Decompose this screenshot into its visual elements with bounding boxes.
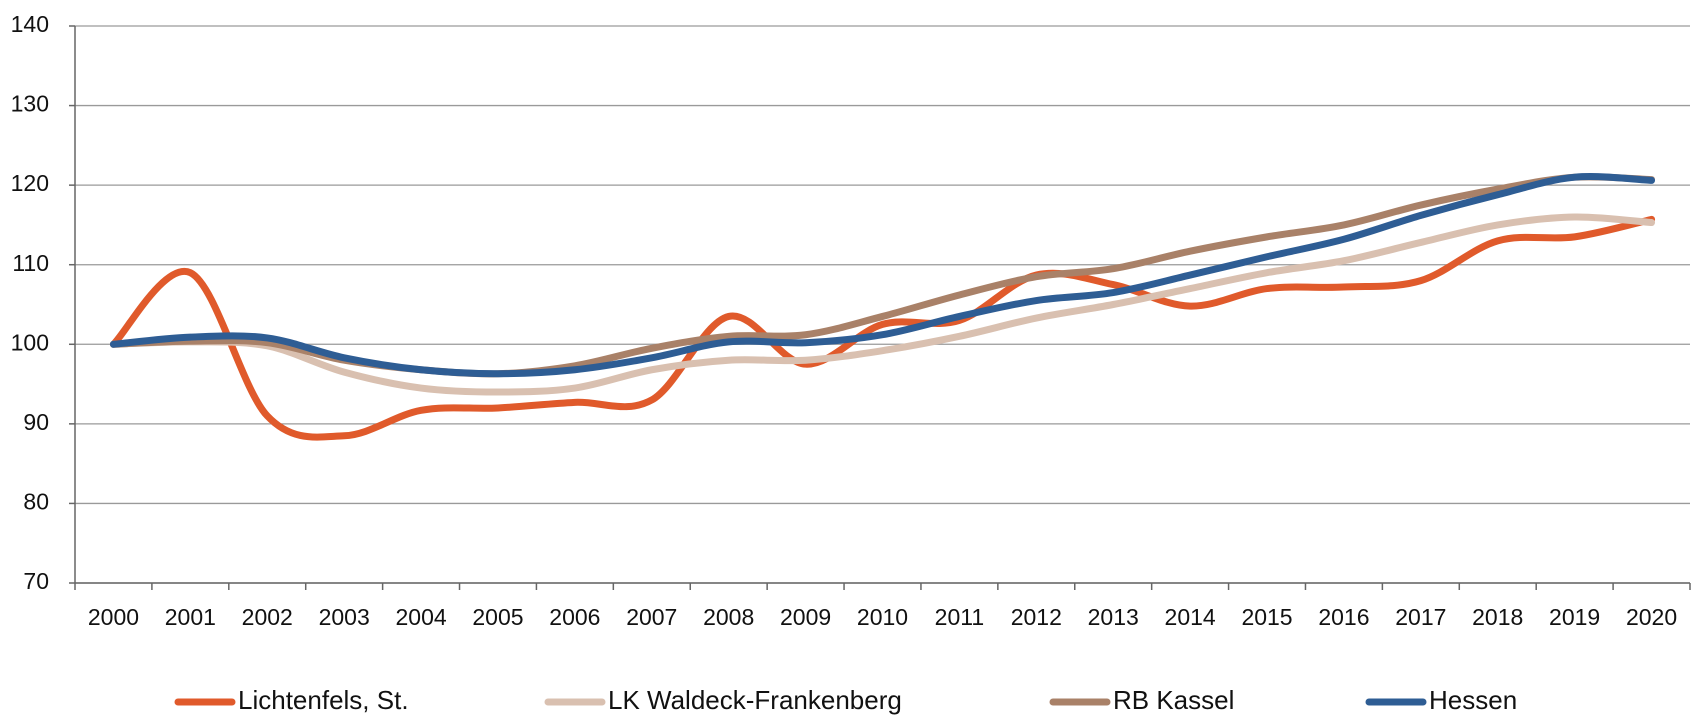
x-tick-label: 2011 — [935, 604, 984, 630]
legend-label: LK Waldeck-Frankenberg — [608, 685, 902, 715]
y-tick-label: 110 — [12, 250, 49, 276]
x-tick-label: 2000 — [88, 604, 139, 630]
y-tick-label: 90 — [23, 409, 49, 435]
y-tick-label: 70 — [23, 568, 49, 594]
x-tick-label: 2017 — [1395, 604, 1446, 630]
x-tick-label: 2010 — [857, 604, 908, 630]
x-tick-label: 2006 — [549, 604, 600, 630]
y-tick-label: 120 — [11, 170, 49, 196]
y-tick-label: 100 — [11, 329, 49, 355]
y-tick-label: 130 — [11, 91, 49, 117]
series-line — [109, 173, 1656, 378]
x-tick-label: 2015 — [1241, 604, 1292, 630]
x-tick-label: 2004 — [395, 604, 446, 630]
legend-label: Lichtenfels, St. — [238, 685, 409, 715]
x-tick-label: 2003 — [319, 604, 370, 630]
x-tick-label: 2013 — [1088, 604, 1139, 630]
x-tick-label: 2008 — [703, 604, 754, 630]
x-tick-label: 2001 — [165, 604, 216, 630]
y-tick-label: 80 — [23, 489, 49, 515]
x-tick-label: 2018 — [1472, 604, 1523, 630]
x-tick-label: 2020 — [1626, 604, 1677, 630]
x-tick-label: 2002 — [242, 604, 293, 630]
series-line — [109, 215, 1656, 441]
x-tick-label: 2012 — [1011, 604, 1062, 630]
x-tick-label: 2007 — [626, 604, 677, 630]
y-tick-label: 140 — [11, 11, 49, 37]
legend-label: Hessen — [1429, 685, 1517, 715]
x-tick-label: 2009 — [780, 604, 831, 630]
x-tick-label: 2005 — [472, 604, 523, 630]
legend-label: RB Kassel — [1113, 685, 1234, 715]
series-line — [109, 213, 1656, 396]
x-tick-label: 2019 — [1549, 604, 1600, 630]
x-tick-label: 2014 — [1165, 604, 1216, 630]
x-tick-label: 2016 — [1318, 604, 1369, 630]
